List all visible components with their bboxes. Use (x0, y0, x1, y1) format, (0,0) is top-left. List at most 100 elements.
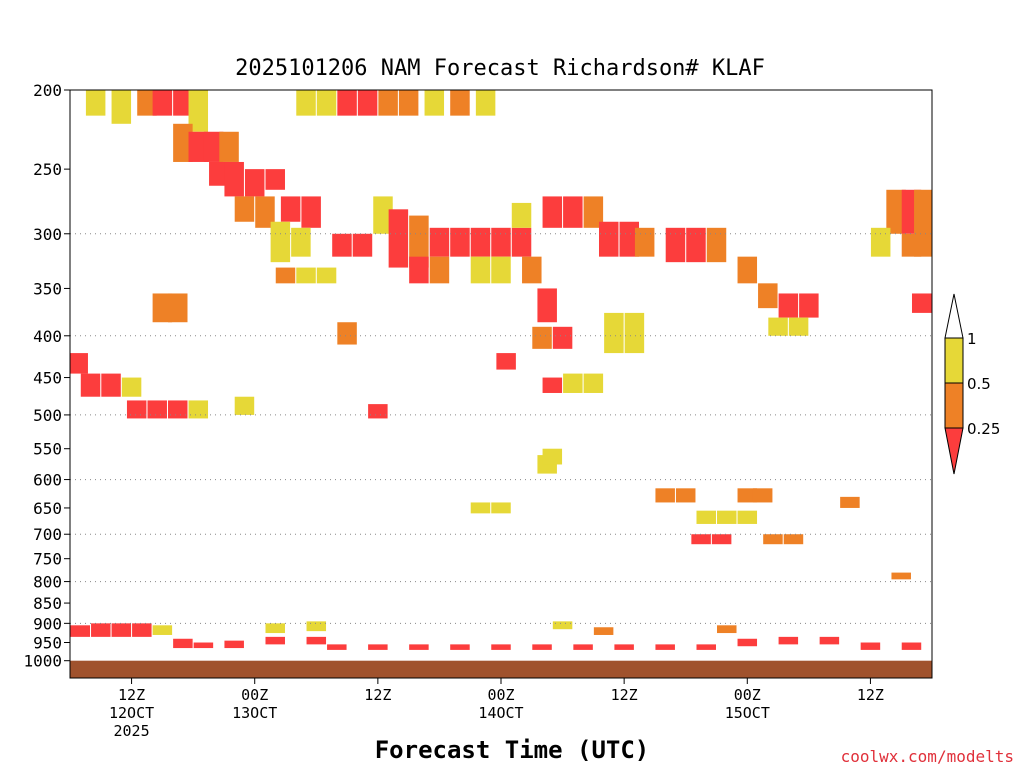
heatmap-cell (265, 169, 285, 190)
x-axis-label: Forecast Time (UTC) (375, 736, 650, 764)
heatmap-cell (891, 572, 911, 580)
heatmap-cell (758, 283, 778, 309)
heatmap-cell (563, 373, 583, 393)
x-tick-label: 13OCT (232, 704, 277, 722)
heatmap-cell (496, 353, 516, 370)
heatmap-cell (737, 510, 758, 524)
heatmap-cell (870, 227, 891, 257)
heatmap-cell (768, 317, 788, 336)
heatmap-cell (357, 90, 378, 116)
heatmap-cell (552, 326, 573, 349)
heatmap-cell (532, 326, 552, 349)
heatmap-cell (224, 161, 244, 197)
heatmap-cell (470, 502, 491, 514)
legend-swatch-orange (944, 382, 964, 429)
x-tick-label: 14OCT (478, 704, 523, 722)
x-tick-label: 15OCT (725, 704, 770, 722)
heatmap-cell (224, 640, 244, 649)
heatmap-cell (778, 293, 799, 318)
heatmap-cell (696, 644, 716, 650)
heatmap-cell (306, 621, 327, 632)
y-tick-label: 950 (33, 634, 62, 653)
heatmap-cell (409, 215, 429, 268)
heatmap-cell (537, 288, 557, 323)
heatmap-cell (491, 227, 511, 257)
heatmap-cell (173, 123, 193, 162)
heatmap-cell (121, 377, 142, 397)
heatmap-cell (126, 400, 147, 419)
legend-swatch-yellow (944, 337, 964, 384)
heatmap-cell (188, 90, 209, 132)
heatmap-cell (542, 196, 563, 228)
y-tick-label: 550 (33, 440, 62, 459)
x-tick-label: 12Z (118, 686, 145, 704)
heatmap-cell (491, 256, 511, 284)
heatmap-cell (424, 90, 445, 116)
heatmap-cell (475, 90, 496, 116)
heatmap-cell (332, 233, 352, 257)
ground-fill (70, 660, 932, 678)
heatmap-cell (675, 488, 696, 503)
y-tick-label: 1000 (23, 652, 62, 671)
heatmap-cells (70, 90, 932, 650)
heatmap-cell (573, 644, 593, 650)
heatmap-cell (316, 90, 337, 116)
heatmap-cell (655, 488, 675, 503)
chart-title: 2025101206 NAM Forecast Richardson# KLAF (235, 56, 765, 81)
heatmap-cell (737, 488, 758, 503)
y-tick-label: 450 (33, 369, 62, 388)
heatmap-cell (193, 642, 214, 649)
credit-text: coolwx.com/modelts (841, 747, 1014, 766)
heatmap-cell (717, 625, 737, 634)
heatmap-cell (599, 221, 619, 257)
x-tick-label: 12OCT (109, 704, 154, 722)
heatmap-cell (368, 644, 388, 650)
heatmap-cell (296, 267, 316, 284)
heatmap-cell (173, 90, 193, 116)
heatmap-cell (327, 644, 347, 650)
pressure-gridlines (70, 233, 932, 624)
heatmap-cell (147, 400, 167, 419)
heatmap-cell (111, 623, 132, 637)
heatmap-cell (583, 373, 604, 393)
heatmap-cell (85, 90, 106, 116)
heatmap-cell (655, 644, 675, 650)
heatmap-cell (450, 90, 470, 116)
heatmap-cell (691, 534, 711, 545)
heatmap-cell (70, 625, 91, 637)
heatmap-cell (614, 644, 634, 650)
heatmap-cell (542, 377, 563, 393)
heatmap-cell (886, 189, 906, 234)
heatmap-cell (788, 317, 809, 336)
heatmap-cell (306, 636, 327, 645)
heatmap-cell (860, 642, 881, 650)
heatmap-cell (388, 209, 409, 268)
x-tick-label: 00Z (241, 686, 268, 704)
heatmap-cell (337, 90, 357, 116)
heatmap-cell (686, 227, 706, 263)
heatmap-cell (409, 644, 429, 650)
heatmap-cell (265, 623, 285, 634)
heatmap-cell (706, 227, 727, 263)
y-tick-label: 600 (33, 471, 62, 490)
x-tick-label: 00Z (487, 686, 514, 704)
legend-swatch-under (944, 427, 964, 475)
heatmap-cell (665, 227, 686, 263)
heatmap-cell (188, 400, 209, 419)
heatmap-cell (737, 638, 758, 647)
heatmap-cell (593, 627, 614, 635)
x-tick-label: 12Z (857, 686, 884, 704)
legend-swatch-over (944, 293, 964, 339)
heatmap-cell (470, 227, 491, 257)
heatmap-cell (152, 90, 173, 116)
heatmap-cell (337, 322, 357, 345)
heatmap-cell (368, 404, 388, 419)
heatmap-cell (717, 510, 737, 524)
heatmap-cell (604, 312, 624, 354)
heatmap-cell (152, 625, 173, 635)
heatmap-cell (132, 623, 152, 637)
heatmap-cell (763, 534, 783, 545)
heatmap-cell (398, 90, 419, 116)
heatmap-cell (911, 293, 932, 313)
